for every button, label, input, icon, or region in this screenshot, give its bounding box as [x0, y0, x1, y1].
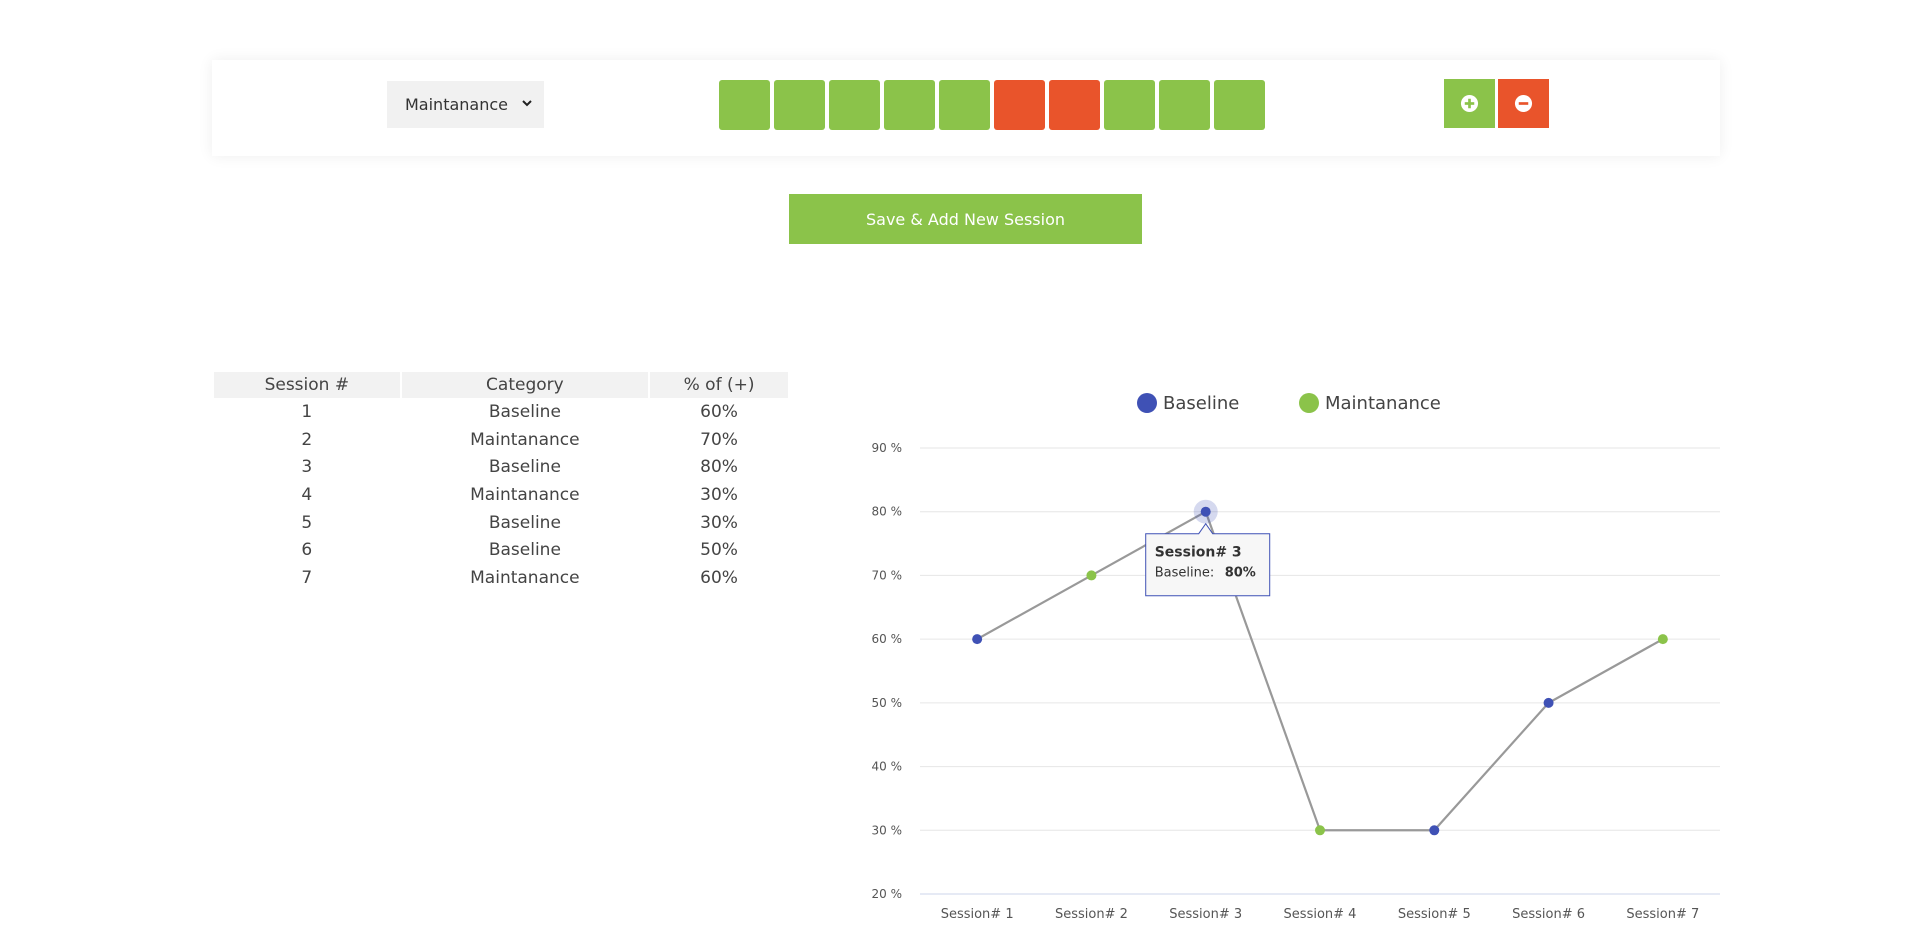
data-point[interactable]: [1200, 506, 1211, 517]
y-tick-label: 60 %: [872, 632, 903, 646]
save-add-session-button[interactable]: Save & Add New Session: [789, 194, 1142, 244]
cell-category: Baseline: [488, 457, 561, 478]
y-tick-label: 70 %: [872, 568, 903, 582]
cell-category: Maintanance: [470, 484, 580, 505]
trial-box-5[interactable]: [939, 80, 990, 130]
trial-box-2[interactable]: [774, 80, 825, 130]
data-point[interactable]: [1086, 570, 1097, 581]
y-tick-label: 50 %: [872, 696, 903, 710]
session-line-chart: 20 % 30 % 40 % 50 % 60 % 70 % 80 % 90 % Session#…: [872, 393, 1720, 922]
table-row: 1 Baseline 60%: [214, 398, 788, 426]
table-row: 5 Baseline 30%: [214, 509, 788, 537]
category-select[interactable]: Maintanance: [387, 81, 544, 128]
cell-session-number: 3: [301, 457, 313, 478]
header-category: Category: [401, 372, 649, 398]
x-tick-label: Session# 7: [1626, 907, 1699, 922]
y-tick-label: 20 %: [872, 887, 903, 901]
data-point[interactable]: [1315, 825, 1325, 836]
cell-percent: 80%: [700, 457, 738, 478]
y-tick-label: 40 %: [872, 760, 903, 774]
cell-session-number: 6: [301, 540, 313, 561]
header-session-number: Session #: [214, 372, 400, 398]
header-percent: % of (+): [650, 372, 788, 398]
chevron-down-icon: [522, 100, 532, 107]
data-point[interactable]: [1543, 697, 1554, 708]
trial-box-10[interactable]: [1214, 80, 1265, 130]
cell-percent: 50%: [700, 540, 738, 561]
trial-box-6[interactable]: [994, 80, 1045, 130]
x-tick-label: Session# 1: [941, 907, 1014, 922]
y-tick-label: 90 %: [872, 441, 903, 455]
trial-box-8[interactable]: [1104, 80, 1155, 130]
legend-marker-maintanance: [1299, 393, 1319, 413]
table-row: 7 Maintanance 60%: [214, 564, 788, 592]
tooltip-title: Session# 3: [1155, 545, 1242, 561]
cell-percent: 60%: [700, 567, 738, 588]
cell-session-number: 2: [301, 429, 313, 450]
y-tick-label: 30 %: [872, 823, 903, 837]
tooltip-label: Baseline:: [1155, 566, 1215, 581]
cell-session-number: 1: [301, 401, 313, 422]
cell-percent: 60%: [700, 401, 738, 422]
tooltip-box: [1145, 522, 1271, 597]
cell-session-number: 7: [301, 567, 313, 588]
cell-category: Maintanance: [470, 567, 580, 588]
legend-label-baseline: Baseline: [1163, 393, 1239, 414]
plus-circle-icon: [1460, 94, 1479, 113]
table-header-row: Session # Category % of (+): [214, 372, 788, 398]
cell-category: Baseline: [488, 401, 561, 422]
tooltip-value: 80%: [1225, 566, 1256, 581]
cell-category: Baseline: [488, 540, 561, 561]
y-tick-label: 80 %: [872, 505, 903, 519]
add-trial-button[interactable]: [1444, 79, 1495, 128]
trial-box-7[interactable]: [1049, 80, 1100, 130]
table-row: 6 Baseline 50%: [214, 536, 788, 564]
cell-category: Maintanance: [470, 429, 580, 450]
trial-boxes: [719, 80, 1265, 130]
table-row: 2 Maintanance 70%: [214, 426, 788, 454]
data-point[interactable]: [1429, 825, 1440, 836]
table-row: 4 Maintanance 30%: [214, 481, 788, 509]
trial-box-3[interactable]: [829, 80, 880, 130]
x-tick-label: Session# 4: [1284, 907, 1357, 922]
trial-box-4[interactable]: [884, 80, 935, 130]
cell-session-number: 5: [301, 512, 313, 533]
remove-trial-button[interactable]: [1498, 79, 1549, 128]
cell-percent: 30%: [700, 512, 738, 533]
data-point[interactable]: [1657, 634, 1668, 645]
cell-category: Baseline: [488, 512, 561, 533]
x-tick-label: Session# 3: [1169, 907, 1242, 922]
table-row: 3 Baseline 80%: [214, 453, 788, 481]
category-select-value: Maintanance: [405, 95, 508, 114]
x-tick-label: Session# 2: [1055, 907, 1128, 922]
minus-circle-icon: [1514, 94, 1533, 113]
legend-marker-baseline: [1137, 393, 1157, 413]
cell-session-number: 4: [301, 484, 313, 505]
x-tick-label: Session# 5: [1398, 907, 1471, 922]
data-point[interactable]: [972, 634, 983, 645]
series-line: [976, 510, 1664, 832]
x-tick-label: Session# 6: [1512, 907, 1585, 922]
trial-box-9[interactable]: [1159, 80, 1210, 130]
cell-percent: 70%: [700, 429, 738, 450]
cell-percent: 30%: [700, 484, 738, 505]
legend-label-maintanance: Maintanance: [1325, 393, 1441, 414]
trial-box-1[interactable]: [719, 80, 770, 130]
sessions-table: Session # Category % of (+) 1 Baseline 60%…: [212, 372, 790, 592]
session-toolbar: Maintanance: [212, 60, 1720, 156]
